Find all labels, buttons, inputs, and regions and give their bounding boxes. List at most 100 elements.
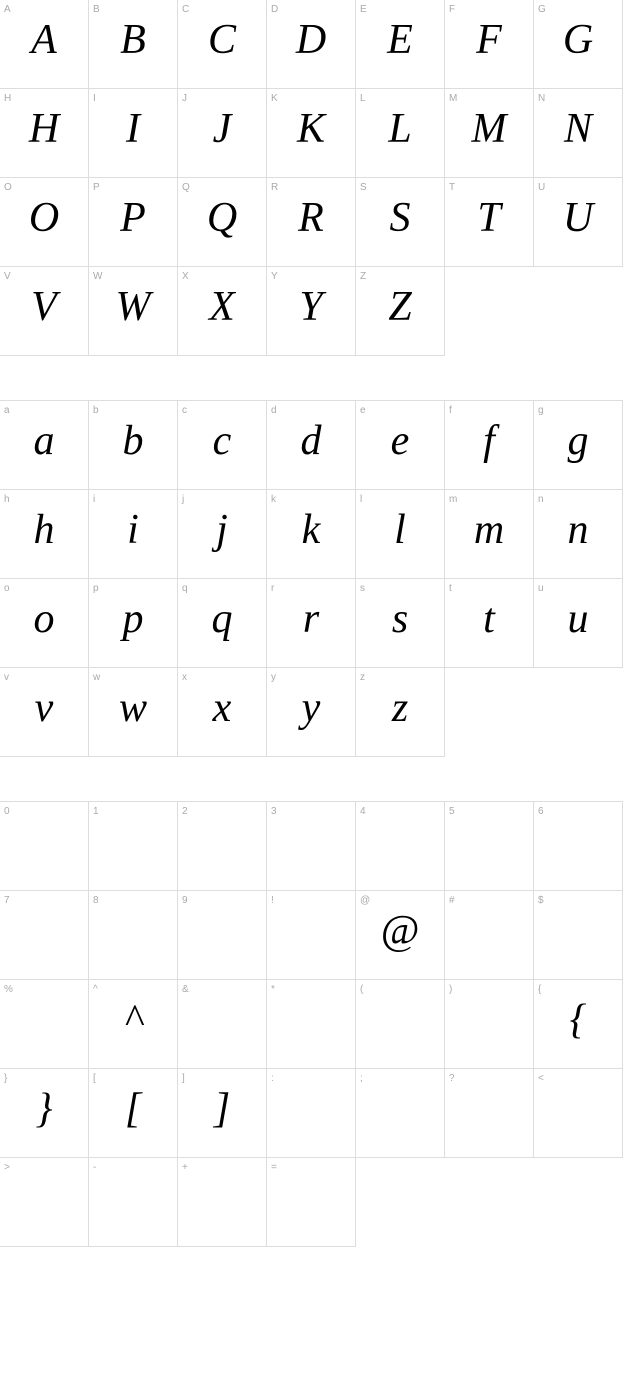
cell-glyph: O xyxy=(29,194,59,242)
cell-label: ? xyxy=(449,1073,455,1084)
glyph-cell: pp xyxy=(88,578,178,668)
cell-label: 2 xyxy=(182,806,188,817)
glyph-cell: qq xyxy=(177,578,267,668)
glyph-cell: AA xyxy=(0,0,89,89)
cell-label: 4 xyxy=(360,806,366,817)
glyph-cell: [[ xyxy=(88,1068,178,1158)
glyph-cell: gg xyxy=(533,400,623,490)
glyph-cell: 6 xyxy=(533,801,623,891)
cell-label: x xyxy=(182,672,187,683)
glyph-cell: ; xyxy=(355,1068,445,1158)
cell-label: L xyxy=(360,93,366,104)
glyph-cell: 9 xyxy=(177,890,267,980)
cell-glyph: Q xyxy=(207,194,237,242)
cell-glyph: V xyxy=(31,283,57,331)
glyph-cell: ss xyxy=(355,578,445,668)
cell-glyph: U xyxy=(563,194,593,242)
glyph-cell: EE xyxy=(355,0,445,89)
glyph-cell: UU xyxy=(533,177,623,267)
cell-label: z xyxy=(360,672,365,683)
cell-glyph: n xyxy=(568,506,589,554)
cell-label: C xyxy=(182,4,189,15)
cell-glyph: C xyxy=(208,16,236,64)
glyph-cell: }} xyxy=(0,1068,89,1158)
cell-label: @ xyxy=(360,895,370,906)
cell-glyph: F xyxy=(476,16,502,64)
cell-label: X xyxy=(182,271,189,282)
cell-label: * xyxy=(271,984,275,995)
glyph-cell: ( xyxy=(355,979,445,1069)
cell-glyph: P xyxy=(120,194,146,242)
cell-glyph: J xyxy=(213,105,232,153)
cell-glyph: S xyxy=(390,194,411,242)
glyph-cell: LL xyxy=(355,88,445,178)
glyph-cell: WW xyxy=(88,266,178,356)
cell-glyph: d xyxy=(301,417,322,465)
glyph-cell: BB xyxy=(88,0,178,89)
cell-label: P xyxy=(93,182,100,193)
cell-glyph: Z xyxy=(388,283,411,331)
glyph-cell: ww xyxy=(88,667,178,757)
cell-label: H xyxy=(4,93,11,104)
cell-label: [ xyxy=(93,1073,96,1084)
glyph-cell: ? xyxy=(444,1068,534,1158)
cell-label: w xyxy=(93,672,100,683)
glyph-cell: mm xyxy=(444,489,534,579)
cell-label: < xyxy=(538,1073,544,1084)
cell-glyph: Y xyxy=(299,283,322,331)
cell-label: 7 xyxy=(4,895,10,906)
section-symbols: 0123456789!@@#$%^^&*(){{}}[[]]:;?<>-+= xyxy=(0,802,630,1247)
cell-glyph: @ xyxy=(381,907,420,955)
cell-glyph: L xyxy=(388,105,411,153)
glyph-cell: cc xyxy=(177,400,267,490)
cell-label: ) xyxy=(449,984,452,995)
glyph-cell: uu xyxy=(533,578,623,668)
cell-glyph: f xyxy=(483,417,495,465)
glyph-cell: {{ xyxy=(533,979,623,1069)
cell-glyph: G xyxy=(563,16,593,64)
glyph-cell: 1 xyxy=(88,801,178,891)
glyph-cell: 5 xyxy=(444,801,534,891)
glyph-cell: vv xyxy=(0,667,89,757)
section-lowercase: aabbccddeeffgghhiijjkkllmmnnooppqqrrsstt… xyxy=(0,401,630,757)
cell-glyph: T xyxy=(477,194,500,242)
cell-label: 8 xyxy=(93,895,99,906)
cell-label: a xyxy=(4,405,10,416)
glyph-cell: ) xyxy=(444,979,534,1069)
cell-label: e xyxy=(360,405,366,416)
glyph-cell: tt xyxy=(444,578,534,668)
glyph-cell: & xyxy=(177,979,267,1069)
glyph-cell: 8 xyxy=(88,890,178,980)
glyph-cell: GG xyxy=(533,0,623,89)
glyph-cell: JJ xyxy=(177,88,267,178)
cell-glyph: { xyxy=(570,996,587,1044)
cell-label: ; xyxy=(360,1073,363,1084)
glyph-cell: hh xyxy=(0,489,89,579)
cell-label: s xyxy=(360,583,365,594)
cell-label: 1 xyxy=(93,806,99,817)
glyph-cell: OO xyxy=(0,177,89,267)
cell-label: K xyxy=(271,93,278,104)
cell-glyph: z xyxy=(392,684,408,732)
glyph-cell: FF xyxy=(444,0,534,89)
cell-label: c xyxy=(182,405,187,416)
glyph-cell: + xyxy=(177,1157,267,1247)
glyph-cell: CC xyxy=(177,0,267,89)
glyph-cell: bb xyxy=(88,400,178,490)
glyph-cell: KK xyxy=(266,88,356,178)
glyph-cell: xx xyxy=(177,667,267,757)
cell-label: # xyxy=(449,895,455,906)
cell-label: m xyxy=(449,494,457,505)
cell-label: j xyxy=(182,494,184,505)
cell-glyph: D xyxy=(296,16,326,64)
cell-label: 3 xyxy=(271,806,277,817)
glyph-cell: VV xyxy=(0,266,89,356)
cell-label: V xyxy=(4,271,11,282)
glyph-cell: XX xyxy=(177,266,267,356)
glyph-cell: YY xyxy=(266,266,356,356)
cell-label: M xyxy=(449,93,457,104)
glyph-cell: < xyxy=(533,1068,623,1158)
cell-label: { xyxy=(538,984,541,995)
cell-label: W xyxy=(93,271,102,282)
cell-glyph: W xyxy=(116,283,151,331)
